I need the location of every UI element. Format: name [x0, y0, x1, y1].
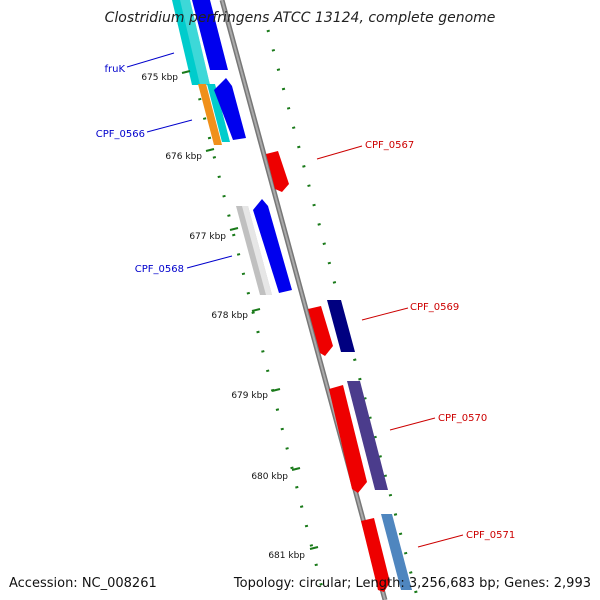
tick-675: [181, 70, 191, 74]
leader-cpf0566: [146, 119, 193, 133]
leader-cpf0569: [361, 307, 409, 321]
tick-681: [309, 546, 319, 550]
leader-cpf0570: [389, 417, 436, 431]
map-title: Clostridium perfringens ATCC 13124, comp…: [105, 10, 496, 26]
gene-label-cpf0571: CPF_0571: [466, 530, 515, 541]
gene-cpf0566-cog: [198, 84, 222, 145]
gene-label-cpf0566: CPF_0566: [96, 129, 145, 140]
gene-fruk-cog-shade: [180, 0, 210, 85]
gene-labels: fruK CPF_0566 CPF_0568 CPF_0567 CPF_0569…: [96, 64, 515, 541]
left-dot-track: [183, 39, 327, 600]
tick-676: [205, 148, 215, 152]
gene-cpf0571-reverse: [361, 518, 390, 592]
kbp-ticks: 675 kbp 676 kbp 677 kbp 678 kbp 679 kbp …: [141, 70, 319, 561]
gene-cpf0569-cog: [327, 300, 355, 352]
genome-summary-text: Topology: circular; Length: 3,256,683 bp…: [233, 576, 591, 591]
leader-cpf0568: [186, 255, 233, 269]
leader-cpf0567: [316, 145, 363, 160]
leader-cpf0571: [417, 534, 464, 548]
gene-cpf0568-forward: [253, 199, 292, 293]
tick-678: [251, 308, 261, 312]
tick-679: [271, 388, 281, 392]
gene-cpf0566-cog-2: [207, 84, 230, 142]
tick-label-676: 676 kbp: [165, 152, 202, 162]
strand-genes: [192, 0, 390, 592]
tick-label-678: 678 kbp: [211, 311, 248, 321]
tick-label-679: 679 kbp: [231, 391, 268, 401]
cog-track: [172, 0, 412, 590]
tick-label-675: 675 kbp: [141, 73, 178, 83]
gene-cpf0571-cog: [381, 514, 412, 590]
tick-label-680: 680 kbp: [251, 472, 288, 482]
gene-leaders: [126, 52, 464, 548]
gene-cpf0569-reverse: [308, 306, 333, 356]
gene-fruk-forward: [192, 0, 228, 70]
accession-text: Accession: NC_008261: [9, 576, 157, 591]
gene-cpf0570-reverse: [329, 385, 367, 493]
leader-fruk: [126, 52, 175, 68]
tick-label-681: 681 kbp: [268, 551, 305, 561]
gene-label-cpf0570: CPF_0570: [438, 413, 487, 424]
gene-label-cpf0569: CPF_0569: [410, 302, 459, 313]
gene-label-fruk: fruK: [104, 64, 125, 75]
tick-677: [229, 227, 239, 231]
tick-680: [291, 467, 301, 471]
gene-cpf0566-forward: [214, 78, 246, 140]
gene-cpf0568-cog-shade: [242, 206, 272, 295]
tick-label-677: 677 kbp: [189, 232, 226, 242]
gene-label-cpf0568: CPF_0568: [135, 264, 184, 275]
gene-cpf0567-reverse: [266, 151, 289, 192]
genome-backbone: [219, 0, 388, 600]
gene-label-cpf0567: CPF_0567: [365, 140, 414, 151]
gene-cpf0570-cog: [347, 381, 388, 490]
